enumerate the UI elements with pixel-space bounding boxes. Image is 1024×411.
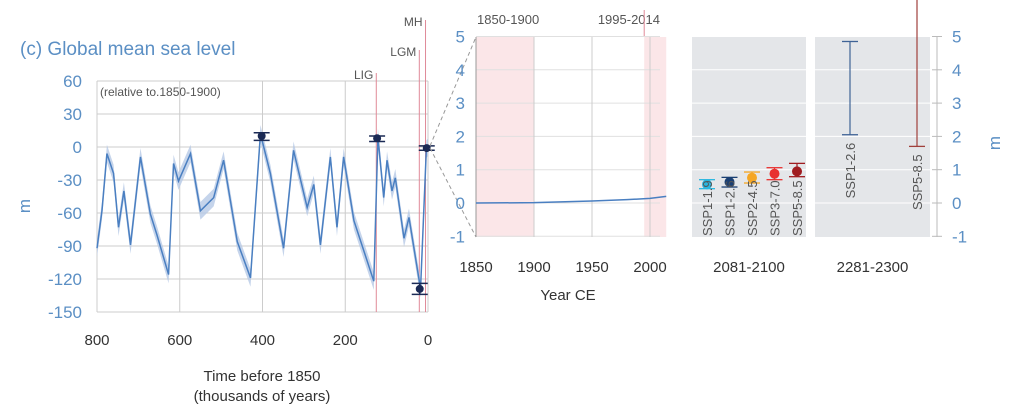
x-tick-label: 200 — [333, 332, 358, 349]
scenario-label: SSP5-8.5 — [910, 154, 925, 210]
x-tick-label: 600 — [167, 332, 192, 349]
scenario-label: SSP1-1.9 — [700, 180, 715, 236]
shaded-period — [644, 37, 667, 237]
annotation: (relative to.1850-1900) — [100, 85, 221, 99]
scenario-label: SSP3-7.0 — [768, 180, 783, 236]
y-tick-label: 0 — [456, 194, 465, 213]
median-point — [702, 179, 712, 190]
period-label: LGM — [390, 45, 416, 59]
x-tick-label: 2000 — [633, 259, 666, 276]
panel-background — [815, 37, 930, 237]
data-point — [373, 134, 382, 143]
x-axis-label: Year CE — [540, 287, 595, 304]
y-tick-label: 1 — [952, 161, 961, 180]
median-point — [792, 166, 802, 177]
median-point — [769, 168, 780, 179]
observed-line — [475, 195, 667, 204]
period-label: 1995-2014 — [598, 12, 660, 27]
y-tick-label: 0 — [952, 194, 961, 213]
y-tick-label: -1 — [952, 227, 967, 246]
y-tick-label: 30 — [63, 105, 82, 124]
y-tick-label: -30 — [57, 171, 82, 190]
y-tick-label: -120 — [48, 270, 82, 289]
x-axis-label-2: (thousands of years) — [194, 388, 331, 405]
zoom-connector — [429, 36, 477, 147]
y-tick-label: 60 — [63, 72, 82, 91]
x-axis-label: 2081-2100 — [713, 259, 785, 276]
y-tick-label: -90 — [57, 237, 82, 256]
shaded-period — [476, 37, 534, 237]
data-point — [422, 144, 431, 153]
scenario-label: SSP1-2.6 — [843, 143, 858, 199]
scenario-label: SSP5-8.5 — [790, 180, 805, 236]
x-tick-label: 1850 — [459, 259, 492, 276]
y-tick-label: -150 — [48, 303, 82, 322]
y-tick-label: 2 — [952, 127, 961, 146]
zoom-connector — [429, 147, 477, 238]
median-point — [724, 177, 735, 188]
x-axis-label: Time before 1850 — [203, 368, 320, 385]
median-point — [747, 172, 757, 183]
y-axis-label: m — [15, 199, 34, 213]
x-tick-label: 1950 — [575, 259, 608, 276]
y-tick-label: 3 — [952, 94, 961, 113]
panel-background — [692, 37, 806, 237]
period-label: LIG — [354, 68, 373, 82]
period-label: 1850-1900 — [477, 12, 539, 27]
y-tick-label: 5 — [456, 28, 465, 47]
y-tick-label: 2 — [456, 127, 465, 146]
y-axis-label: m — [985, 136, 1004, 150]
x-tick-label: 0 — [424, 332, 432, 349]
y-tick-label: 3 — [456, 94, 465, 113]
period-label: MH — [404, 15, 423, 29]
data-point — [257, 132, 266, 140]
x-tick-label: 400 — [250, 332, 275, 349]
x-tick-label: 800 — [84, 332, 109, 349]
y-tick-label: -60 — [57, 204, 82, 223]
y-tick-label: 1 — [456, 161, 465, 180]
scenario-label: SSP1-2.6 — [723, 180, 738, 236]
chart-title: (c) Global mean sea level — [20, 39, 235, 60]
sea-level-line — [96, 133, 429, 290]
y-tick-label: 5 — [952, 28, 961, 47]
scenario-label: SSP2-4.5 — [745, 180, 760, 236]
y-tick-label: 0 — [73, 138, 82, 157]
y-tick-label: -1 — [450, 227, 465, 246]
data-point — [415, 284, 424, 293]
x-tick-label: 1900 — [517, 259, 550, 276]
y-tick-label: 4 — [456, 61, 465, 80]
y-tick-label: 4 — [952, 61, 961, 80]
x-axis-label: 2281-2300 — [837, 259, 909, 276]
